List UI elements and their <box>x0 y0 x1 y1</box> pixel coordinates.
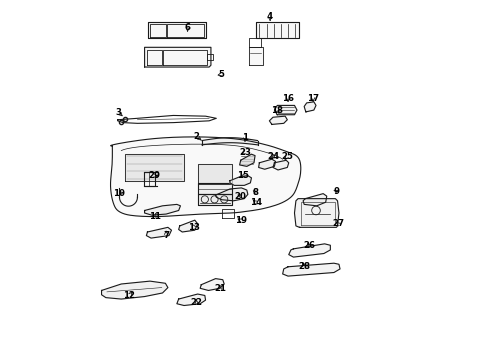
Text: 16: 16 <box>282 94 294 103</box>
Polygon shape <box>111 137 301 217</box>
Text: 9: 9 <box>334 187 340 196</box>
Text: 14: 14 <box>250 198 262 207</box>
Polygon shape <box>283 263 340 276</box>
Polygon shape <box>274 105 297 115</box>
Polygon shape <box>248 47 263 65</box>
Polygon shape <box>177 294 205 306</box>
Text: 10: 10 <box>113 189 125 198</box>
Polygon shape <box>125 154 184 181</box>
Polygon shape <box>145 204 180 215</box>
Text: 29: 29 <box>148 171 161 180</box>
Text: 11: 11 <box>148 212 161 221</box>
Text: 5: 5 <box>219 70 224 79</box>
Polygon shape <box>270 116 287 125</box>
Text: 8: 8 <box>253 188 259 197</box>
Text: 24: 24 <box>268 152 280 161</box>
Polygon shape <box>200 279 224 291</box>
Polygon shape <box>147 227 172 238</box>
Polygon shape <box>294 199 339 227</box>
Text: 4: 4 <box>267 12 273 21</box>
Polygon shape <box>303 194 327 206</box>
Polygon shape <box>273 160 289 170</box>
Polygon shape <box>230 176 251 185</box>
Polygon shape <box>240 154 255 166</box>
Polygon shape <box>259 159 275 169</box>
Text: 17: 17 <box>307 94 319 103</box>
Polygon shape <box>179 220 197 232</box>
Text: 12: 12 <box>123 291 136 300</box>
Text: 26: 26 <box>303 241 316 250</box>
Text: 7: 7 <box>163 231 169 240</box>
Text: 6: 6 <box>185 23 191 32</box>
Text: 3: 3 <box>116 108 122 117</box>
Polygon shape <box>256 22 299 39</box>
Polygon shape <box>289 244 330 257</box>
Polygon shape <box>101 281 168 299</box>
Text: 1: 1 <box>242 133 248 142</box>
Polygon shape <box>216 188 248 201</box>
Text: 13: 13 <box>188 223 200 232</box>
Polygon shape <box>145 47 211 67</box>
Text: 15: 15 <box>237 171 249 180</box>
Text: 22: 22 <box>191 298 202 307</box>
Text: 25: 25 <box>281 152 293 161</box>
Polygon shape <box>148 22 205 39</box>
Text: 27: 27 <box>332 219 344 228</box>
Text: 21: 21 <box>214 284 226 293</box>
Polygon shape <box>304 102 316 112</box>
Polygon shape <box>198 164 232 184</box>
Text: 2: 2 <box>194 132 199 141</box>
Text: 23: 23 <box>239 148 251 157</box>
Text: 28: 28 <box>298 262 310 271</box>
Text: 18: 18 <box>271 105 283 114</box>
Polygon shape <box>197 183 232 194</box>
Text: 19: 19 <box>235 216 246 225</box>
Polygon shape <box>197 194 232 205</box>
Text: 20: 20 <box>235 192 246 201</box>
